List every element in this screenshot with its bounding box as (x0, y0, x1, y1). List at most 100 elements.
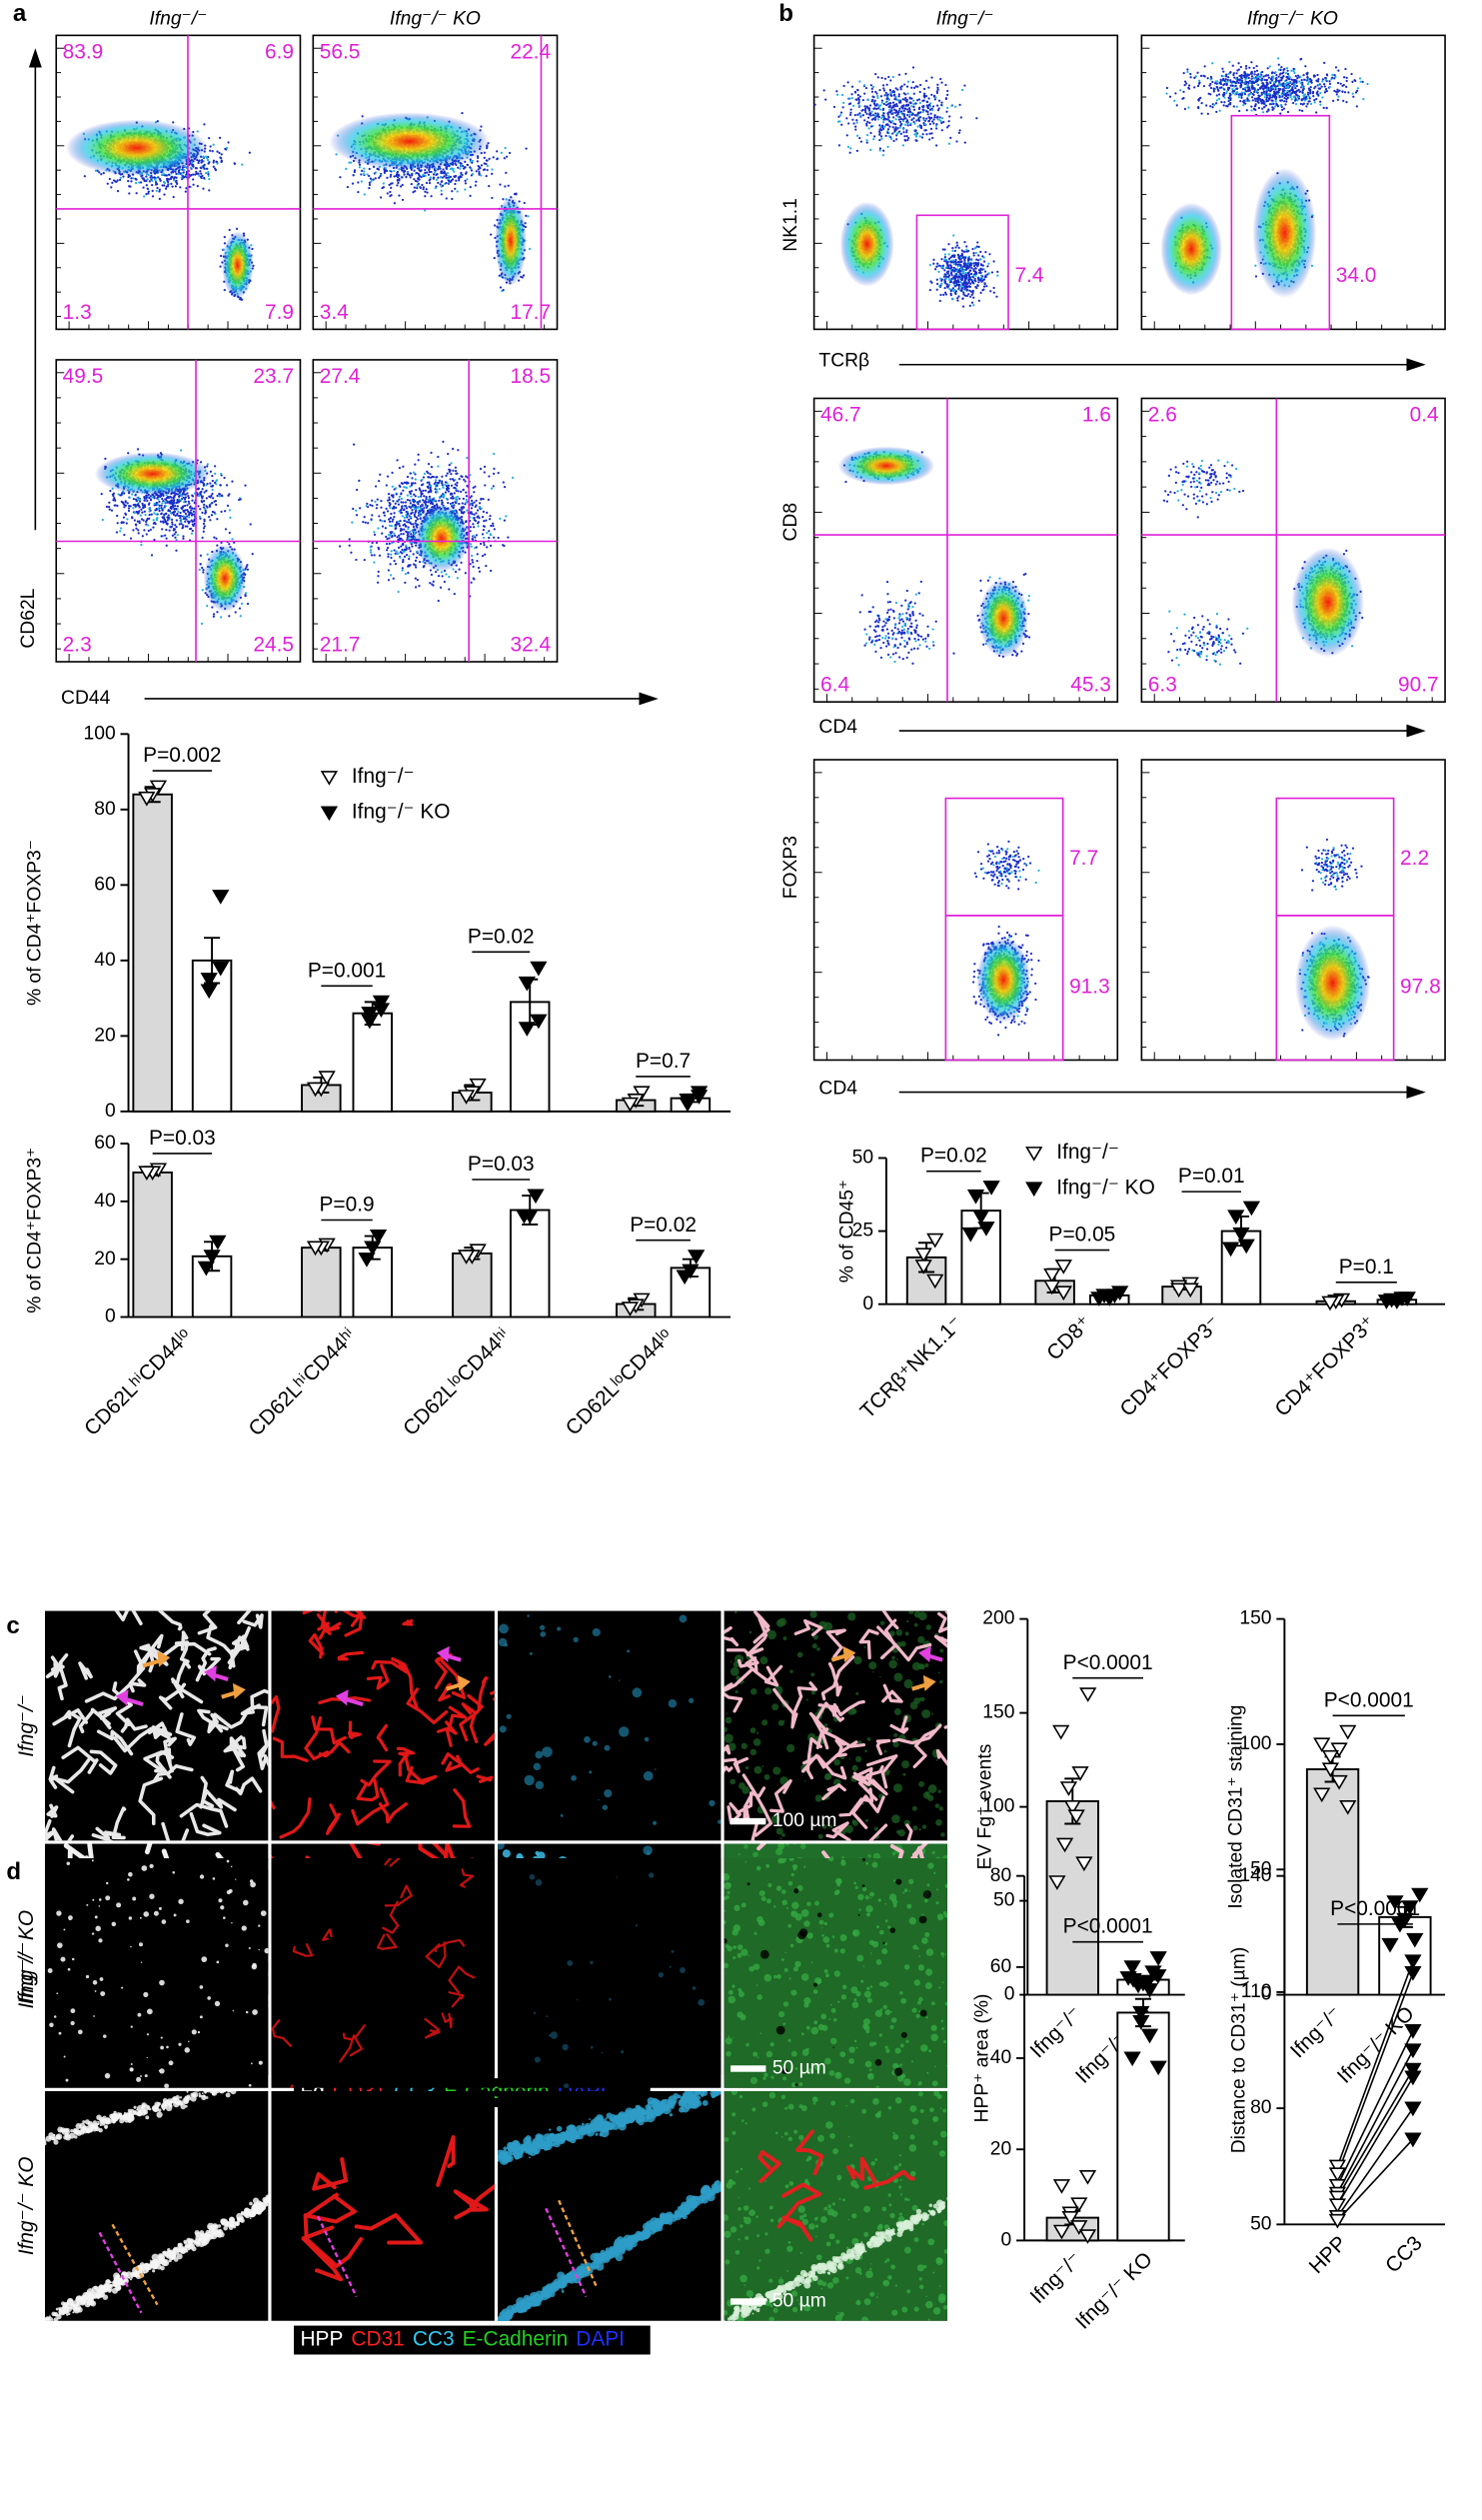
panel-label: a (13, 0, 27, 27)
event-dot (179, 511, 182, 515)
event-dot (390, 186, 393, 190)
event-dot (141, 504, 145, 507)
event-dot (187, 514, 191, 517)
event-dot (174, 504, 177, 508)
event-dot (213, 481, 217, 484)
event-dot (203, 176, 206, 180)
event-dot (455, 179, 458, 182)
event-dot (432, 173, 436, 176)
event-dot (460, 171, 463, 175)
event-dot (363, 167, 366, 170)
event-dot (116, 522, 119, 525)
event-dot (119, 530, 122, 533)
event-dot (491, 168, 494, 171)
event-dot (140, 508, 143, 511)
event-dot (145, 497, 148, 500)
event-dot (179, 515, 182, 518)
event-dot (167, 183, 170, 186)
event-dot (108, 177, 111, 181)
event-dot (446, 172, 450, 175)
event-dot (412, 191, 415, 194)
event-dot (434, 187, 437, 190)
event-dot (345, 167, 348, 170)
event-dot (503, 157, 506, 160)
event-dot (211, 488, 214, 492)
event-dot (152, 526, 155, 529)
event-dot (158, 509, 161, 513)
event-dot (212, 159, 216, 162)
event-dot (191, 529, 194, 533)
event-dot (390, 170, 393, 173)
density-core (329, 112, 491, 171)
event-dot (502, 198, 505, 201)
density-core (65, 119, 208, 177)
event-dot (469, 185, 472, 189)
event-dot (153, 502, 156, 506)
event-dot (170, 496, 173, 499)
clipped (94, 448, 254, 625)
event-dot (400, 176, 404, 179)
event-dot (458, 179, 461, 182)
event-dot (382, 182, 385, 185)
event-dot (165, 544, 168, 547)
event-dot (186, 504, 189, 507)
event-dot (164, 498, 168, 501)
event-dot (178, 523, 181, 526)
event-dot (207, 172, 210, 176)
event-dot (162, 507, 165, 510)
event-dot (413, 178, 416, 181)
event-dot (386, 176, 389, 180)
event-dot (171, 523, 174, 526)
event-dot (203, 491, 206, 494)
event-dot (239, 498, 242, 501)
event-dot (164, 187, 168, 190)
event-dot (186, 525, 189, 528)
event-dot (368, 167, 371, 171)
event-dot (464, 172, 468, 175)
event-dot (523, 201, 526, 205)
event-dot (211, 150, 214, 153)
event-dot (493, 224, 497, 227)
event-dot (183, 511, 186, 514)
event-dot (483, 151, 487, 154)
event-dot (458, 177, 461, 180)
event-dot (440, 193, 443, 196)
event-dot (157, 176, 160, 179)
event-dot (441, 180, 444, 183)
event-dot (164, 174, 168, 177)
event-dot (163, 513, 166, 516)
event-dot (181, 526, 185, 529)
event-dot (397, 181, 400, 185)
event-dot (126, 502, 129, 505)
event-dot (149, 528, 152, 531)
event-dot (499, 183, 502, 186)
event-dot (424, 195, 427, 198)
event-dot (145, 523, 148, 526)
event-dot (413, 186, 416, 189)
event-dot (138, 181, 141, 184)
event-dot (399, 185, 403, 188)
event-dot (209, 482, 212, 485)
event-dot (205, 505, 208, 508)
event-dot (454, 182, 457, 186)
event-dot (225, 484, 229, 487)
event-dot (203, 167, 206, 170)
event-dot (425, 171, 429, 174)
event-dot (132, 177, 135, 180)
event-dot (113, 498, 117, 502)
event-dot (502, 288, 505, 292)
event-dot (202, 522, 206, 526)
event-dot (177, 510, 180, 514)
event-dot (127, 509, 131, 513)
event-dot (220, 160, 223, 163)
event-dot (202, 484, 206, 487)
event-dot (214, 472, 217, 476)
event-dot (360, 180, 364, 183)
event-dot (521, 276, 524, 279)
plot-frame (55, 34, 302, 331)
event-dot (201, 536, 204, 539)
event-dot (366, 173, 369, 176)
event-dot (140, 543, 143, 547)
event-dot (175, 525, 178, 529)
event-dot (155, 182, 159, 186)
